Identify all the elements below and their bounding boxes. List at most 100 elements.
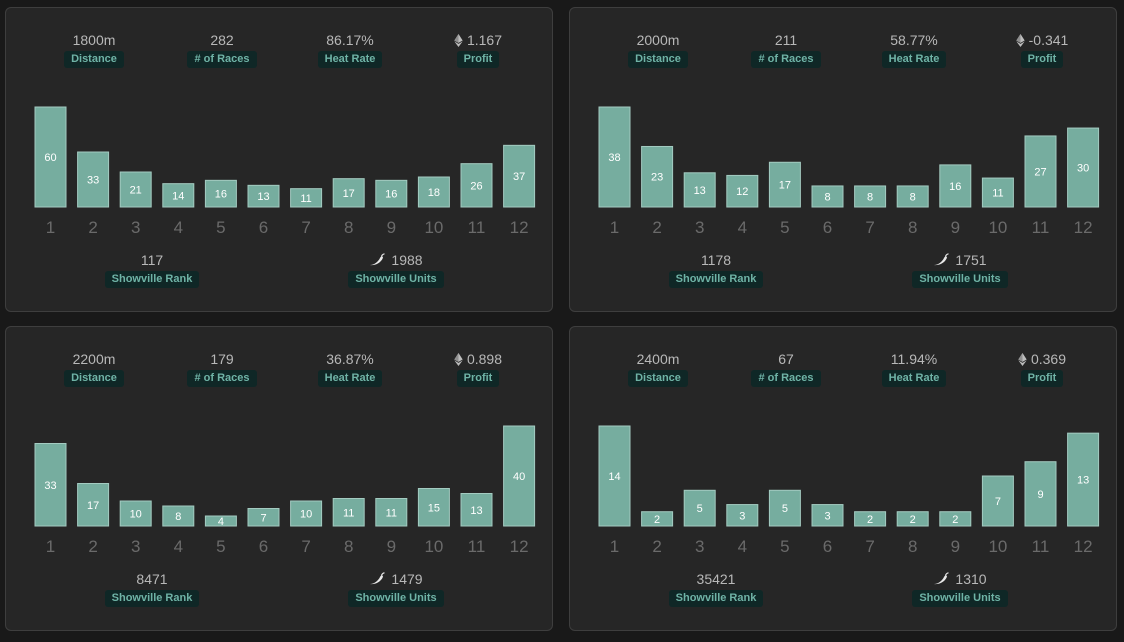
stat-label-badge: Showville Units [348,590,444,607]
bar-value-label: 60 [44,152,56,164]
chart-bar [641,511,674,527]
stat-value: 117 [92,252,212,269]
bar-value-label: 2 [910,514,916,526]
bar-value-label: 37 [513,171,525,183]
stat-value: 86.17% [290,32,410,49]
stat-value-text: 2000m [636,32,680,48]
x-tick-label: 11 [468,537,486,556]
stat-value-text: 1.167 [466,32,503,48]
chart-bar [417,176,450,208]
x-tick-label: 1 [46,537,55,556]
x-tick-label: 3 [131,218,140,237]
stat-label-badge: Distance [64,51,124,68]
stat-value: 8471 [92,571,212,588]
chart-bar [247,508,280,527]
stat-value: 1800m [34,32,154,49]
bar-value-label: 33 [87,175,99,187]
stat-value: 0.898 [418,351,538,368]
bar-value-label: 12 [736,186,748,198]
stat-label-badge: Profit [456,51,500,68]
stat-distance: 2200m Distance [34,351,154,387]
x-tick-label: 7 [301,218,310,237]
bar-value-label: 16 [949,181,961,193]
x-tick-label: 6 [259,537,268,556]
chart-bar [981,177,1014,208]
bar-value-label: 8 [910,191,916,203]
finish-position-bar-chart: 38 1 23 2 13 3 12 4 17 5 8 6 8 7 8 8 16 9 11 10 27 11 30 12 [598,106,1100,237]
stat-value-text: 58.77% [890,32,938,48]
bar-value-label: 14 [608,471,620,483]
stat-value-text: 0.898 [466,351,503,367]
stat-heat-rate: 86.17% Heat Rate [290,32,410,68]
x-tick-label: 7 [865,537,874,556]
stat-value: 2400m [598,351,718,368]
x-tick-label: 11 [1032,218,1050,237]
stat-value-text: 117 [140,252,164,268]
chart-bar [375,179,408,208]
stat-label-badge: Heat Rate [881,370,947,387]
stat-value: 58.77% [854,32,974,49]
chart-bar [332,498,365,527]
chart-bar [503,425,536,527]
bar-value-label: 9 [1037,489,1043,501]
x-tick-label: 3 [695,537,704,556]
stat-value-text: 1751 [955,252,987,268]
chart-bar [854,185,887,208]
pepper-icon [933,571,955,587]
chart-bar [290,500,323,527]
chart-bar [77,151,110,208]
showville-units: 1988 Showville Units [336,252,456,288]
chart-bar [896,185,929,208]
stat-label-badge: Showville Rank [104,590,200,607]
chart-bar [460,163,493,208]
chart-bar [683,172,716,208]
bar-value-label: 17 [343,188,355,200]
bar-value-label: 23 [651,172,663,184]
stat-heat-rate: 58.77% Heat Rate [854,32,974,68]
x-tick-label: 10 [988,218,1007,237]
chart-bar [598,106,631,208]
x-tick-label: 1 [610,218,619,237]
stat-value: 36.87% [290,351,410,368]
x-tick-label: 5 [780,537,789,556]
stat-value: -0.341 [982,32,1102,49]
chart-bar [34,106,67,208]
stat-label-badge: Showville Units [348,271,444,288]
stat-value: 1.167 [418,32,538,49]
bar-value-label: 17 [779,180,791,192]
ethereum-icon [1015,32,1029,48]
chart-bar [641,145,674,208]
x-tick-label: 12 [1074,218,1093,237]
x-tick-label: 11 [1032,537,1050,556]
chart-bar [34,443,67,527]
stat-label-badge: Showville Rank [668,271,764,288]
stat-value-text: 1800m [72,32,116,48]
stat-value-text: 8471 [136,571,168,587]
distance-card: 1800m Distance 282 # of Races 86.17% Heat Rat… [5,7,553,312]
stat-value: 211 [726,32,846,49]
x-tick-label: 4 [174,218,183,237]
stat-value-text: 211 [774,32,798,48]
bar-value-label: 2 [654,514,660,526]
bar-value-label: 38 [608,152,620,164]
finish-position-bar-chart: 60 1 33 2 21 3 14 4 16 5 13 6 11 7 17 8 16 9 18 10 26 11 37 12 [34,106,536,237]
stat-label-badge: # of Races [187,51,257,68]
stat-value-text: 36.87% [326,351,374,367]
stat-value-text: 282 [210,32,234,48]
bar-value-label: 8 [867,191,873,203]
bar-value-label: 3 [824,510,830,522]
stat-value: 1479 [336,571,456,588]
bar-value-label: 15 [428,502,440,514]
stat-races: 67 # of Races [726,351,846,387]
stat-label-badge: # of Races [751,51,821,68]
bar-value-label: 33 [44,480,56,492]
x-tick-label: 2 [88,537,97,556]
chart-bar [119,171,152,208]
x-tick-label: 10 [988,537,1007,556]
x-tick-label: 6 [259,218,268,237]
chart-bar [768,489,801,527]
chart-bar [683,489,716,527]
finish-position-bar-chart: 33 1 17 2 10 3 8 4 4 5 7 6 10 7 11 8 11 9 15 10 13 11 40 12 [34,425,536,556]
bar-value-label: 4 [218,516,224,528]
